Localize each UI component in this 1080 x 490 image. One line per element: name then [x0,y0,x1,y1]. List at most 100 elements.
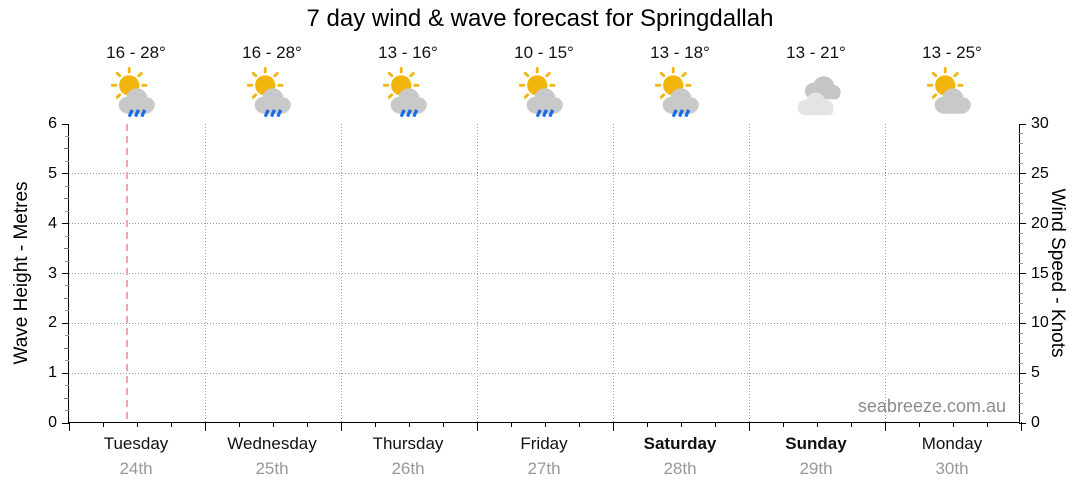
day-name-label: Monday [921,434,983,453]
axis-tick [1019,173,1026,175]
axis-minor-tick [782,422,784,427]
axis-minor-tick [65,210,69,212]
cloud-icon [934,88,971,114]
axis-minor-tick [1019,163,1023,165]
left-axis-tick-label: 3 [48,264,57,282]
axis-minor-tick [578,422,580,427]
right-axis-tick-label: 15 [1031,264,1049,282]
chart-title: 7 day wind & wave forecast for Springdal… [306,5,774,32]
right-axis-tick-label: 30 [1031,115,1049,132]
day-date-label: 26th [391,459,425,478]
cloud-icon [526,88,563,114]
axis-tick [612,422,614,431]
axis-minor-tick [1019,392,1023,394]
right-axis-title: Wind Speed - Knots [1047,188,1068,358]
gridline [204,124,206,422]
axis-minor-tick [1019,342,1023,344]
axis-tick [62,223,69,225]
axis-minor-tick [1019,362,1023,364]
axis-tick [204,422,206,431]
left-axis-title: Wave Height - Metres [11,181,32,365]
right-axis-tick-label: 25 [1031,164,1049,182]
axis-minor-tick [64,397,69,399]
axis-minor-tick [1019,183,1023,185]
day-name-label: Wednesday [227,434,317,453]
axis-minor-tick [65,185,69,187]
axis-tick [62,173,69,175]
sun-cloud-rain-icon [110,67,155,118]
axis-minor-tick [986,422,988,427]
axis-minor-tick [1019,203,1023,205]
axis-minor-tick [102,422,104,427]
axis-minor-tick [510,422,512,427]
cloud-icon [118,88,155,114]
axis-minor-tick [65,135,69,137]
left-axis-tick-label: 2 [48,314,57,332]
axis-minor-tick [65,285,69,287]
axis-minor-tick [306,422,308,427]
axis-minor-tick [65,385,69,387]
axis-minor-tick [714,422,716,427]
day-name-label: Tuesday [103,434,169,453]
axis-minor-tick [65,310,69,312]
plot-area: 0 1 2 3 4 5 6 0 5 10 15 20 25 30 [48,116,1049,431]
left-axis-tick-label: 6 [48,115,57,132]
axis-minor-tick [1019,233,1023,235]
day-date-label: 24th [119,459,153,478]
axis-minor-tick [1019,193,1023,195]
left-axis-tick-label: 4 [48,214,57,232]
axis-minor-tick [65,260,69,262]
axis-minor-tick [170,422,172,427]
axis-minor-tick [680,422,682,427]
axis-minor-tick [65,160,69,162]
temperature-range-label: 16 - 28° [242,43,302,62]
sun-icon [654,67,692,99]
axis-minor-tick [1019,143,1023,145]
left-axis-tick-label: 0 [48,414,57,431]
axis-tick [884,422,886,431]
day-date-label: 27th [527,459,561,478]
temperature-range-label: 16 - 28° [106,43,166,62]
axis-minor-tick [1019,312,1023,314]
day-name-label: Saturday [643,434,717,453]
axis-minor-tick [1019,302,1023,304]
axis-minor-tick [646,422,648,427]
axis-minor-tick [408,422,410,427]
axis-minor-tick [65,410,69,412]
sun-cloud-rain-icon [246,67,291,118]
axis-tick [62,372,69,374]
axis-minor-tick [65,360,69,362]
day-name-label: Friday [520,434,568,453]
axis-minor-tick [1019,213,1023,215]
day-date-label: 28th [663,459,697,478]
axis-minor-tick [64,198,69,200]
axis-tick [340,422,342,431]
axis-minor-tick [136,422,138,427]
day-date-label: 29th [799,459,833,478]
axis-tick [68,422,70,431]
sun-cloud-rain-icon [382,67,427,118]
right-axis-tick-label: 0 [1031,414,1040,431]
gridline [69,173,1019,175]
axis-minor-tick [1019,412,1023,414]
light-cloud-icon [797,92,834,116]
axis-minor-tick [1019,253,1023,255]
cloud-icon [254,88,291,114]
axis-minor-tick [1019,352,1023,354]
temperature-range-label: 13 - 25° [922,43,982,62]
axis-tick [1019,422,1026,424]
axis-tick [62,422,69,424]
axis-minor-tick [65,235,69,237]
gridline [748,124,750,422]
axis-tick [1019,273,1026,274]
gridline [476,124,478,422]
axis-tick [1019,123,1026,125]
axis-minor-tick [64,248,69,250]
cloud-icon [390,88,427,114]
axis-tick [476,422,478,431]
axis-minor-tick [65,335,69,337]
rain-icon [399,109,419,118]
axis-minor-tick [850,422,852,427]
axis-minor-tick [1019,292,1023,294]
